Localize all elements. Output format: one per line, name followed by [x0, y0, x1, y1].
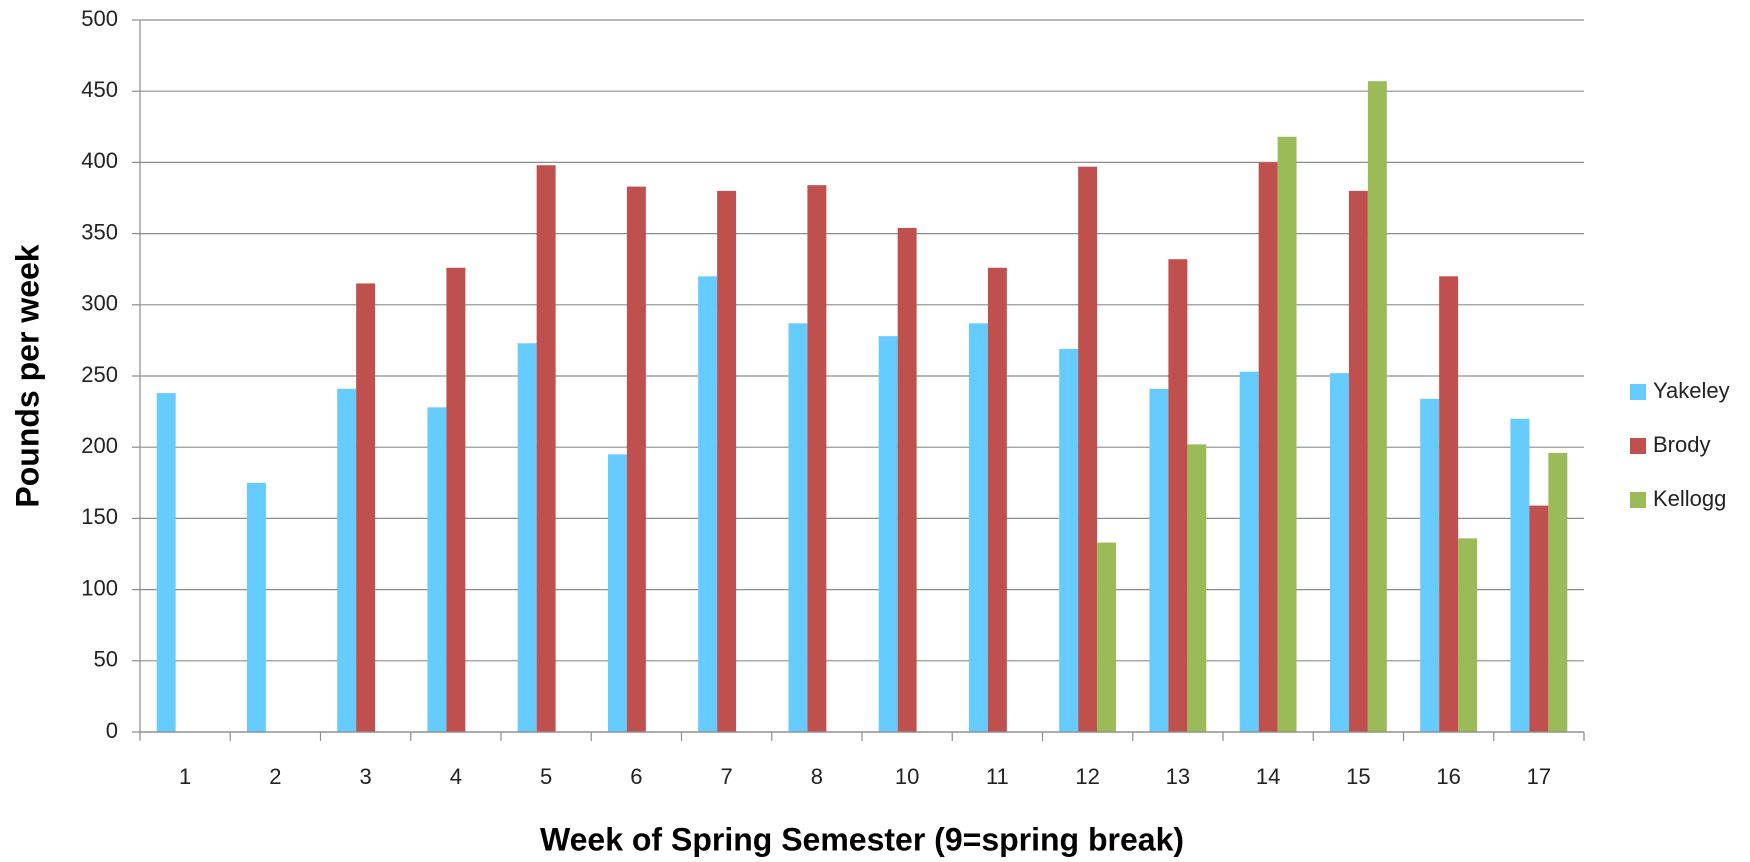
legend-label: Yakeley — [1653, 378, 1730, 403]
bar — [356, 283, 376, 732]
y-tick-label: 100 — [81, 575, 118, 600]
bar — [246, 482, 266, 732]
x-tick-label: 8 — [811, 764, 823, 789]
x-tick-label: 14 — [1256, 764, 1280, 789]
bar — [1367, 81, 1387, 733]
y-tick-label: 150 — [81, 504, 118, 529]
legend-swatch — [1630, 384, 1646, 400]
y-axis-title: Pounds per week — [9, 244, 45, 507]
bar — [1348, 190, 1368, 732]
bar — [1239, 371, 1259, 732]
bar — [536, 165, 556, 733]
y-tick-label: 500 — [81, 6, 118, 31]
x-tick-label: 5 — [540, 764, 552, 789]
bar — [1420, 398, 1440, 732]
bar — [1329, 373, 1349, 732]
bar — [1187, 444, 1207, 732]
bar — [337, 388, 357, 732]
x-tick-label: 17 — [1527, 764, 1551, 789]
legend-label: Kellogg — [1653, 486, 1726, 511]
legend-label: Brody — [1653, 432, 1710, 457]
bar — [1097, 542, 1117, 732]
bar — [878, 336, 898, 732]
legend-swatch — [1630, 492, 1646, 508]
bar — [717, 190, 737, 732]
y-tick-label: 400 — [81, 148, 118, 173]
y-tick-label: 50 — [94, 647, 118, 672]
bar — [607, 454, 627, 732]
bar — [1529, 505, 1549, 732]
x-tick-label: 1 — [179, 764, 191, 789]
bar — [446, 267, 466, 732]
y-tick-label: 200 — [81, 433, 118, 458]
y-tick-label: 250 — [81, 362, 118, 387]
x-tick-label: 11 — [986, 764, 1009, 789]
bar — [1149, 388, 1169, 732]
bar — [517, 343, 537, 732]
legend-swatch — [1630, 438, 1646, 454]
y-tick-label: 300 — [81, 291, 118, 316]
bar — [1258, 162, 1278, 732]
x-tick-label: 2 — [269, 764, 281, 789]
x-tick-label: 15 — [1346, 764, 1370, 789]
bar — [1059, 348, 1079, 732]
bar — [698, 276, 718, 732]
bar — [1078, 166, 1098, 732]
y-tick-label: 350 — [81, 219, 118, 244]
bar — [427, 407, 447, 732]
x-tick-label: 7 — [721, 764, 733, 789]
bar — [156, 393, 176, 732]
x-tick-label: 4 — [450, 764, 462, 789]
bar — [788, 323, 808, 732]
bar — [1277, 136, 1297, 732]
bar — [1458, 538, 1478, 732]
bar — [987, 267, 1007, 732]
x-tick-label: 16 — [1436, 764, 1460, 789]
x-axis-title: Week of Spring Semester (9=spring break) — [540, 821, 1184, 857]
bar — [807, 185, 827, 732]
y-tick-label: 450 — [81, 77, 118, 102]
bar — [1510, 418, 1530, 732]
x-tick-label: 10 — [895, 764, 919, 789]
bar — [1548, 452, 1568, 732]
bar — [1439, 276, 1459, 732]
x-tick-label: 3 — [360, 764, 372, 789]
bar — [897, 227, 917, 733]
y-tick-label: 0 — [106, 718, 118, 743]
x-tick-label: 12 — [1075, 764, 1099, 789]
x-tick-label: 6 — [630, 764, 642, 789]
x-tick-label: 13 — [1166, 764, 1190, 789]
bar — [968, 323, 988, 732]
bar — [1168, 259, 1188, 732]
bar — [626, 186, 646, 732]
